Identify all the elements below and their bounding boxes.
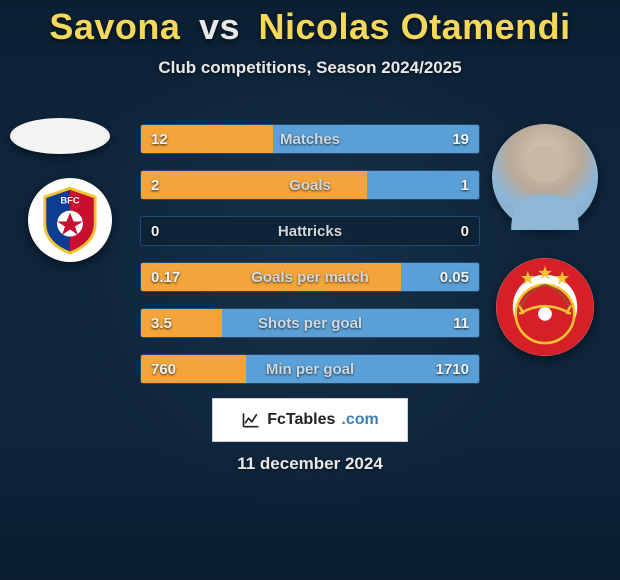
stat-fill-left: [141, 171, 367, 199]
stat-row: Hattricks0 0: [140, 216, 480, 246]
stat-fill-left: [141, 263, 401, 291]
chart-icon: [241, 410, 261, 430]
stat-fill-right: [367, 171, 479, 199]
stats-block: Matches1219 Goals21 Hattricks0 0 Goals per m…: [140, 124, 480, 400]
player-2-name: Nicolas Otamendi: [259, 6, 571, 47]
benfica-crest-icon: [502, 264, 588, 350]
svg-text:BFC: BFC: [60, 195, 79, 205]
stat-fill-left: [141, 309, 222, 337]
comparison-card: Savona vs Nicolas Otamendi Club competit…: [0, 0, 620, 580]
title-row: Savona vs Nicolas Otamendi: [0, 0, 620, 48]
stat-row: Goals per match0.170.05: [140, 262, 480, 292]
stat-fill-right: [222, 309, 479, 337]
club-1-crest: BFC: [28, 178, 112, 262]
source-badge-suffix: .com: [341, 411, 378, 429]
stat-fill-right: [273, 125, 479, 153]
source-badge-main: FcTables: [267, 411, 335, 429]
player-1-name: Savona: [49, 6, 180, 47]
stat-value-left: 0: [151, 217, 159, 245]
vs-label: vs: [199, 6, 240, 47]
player-1-avatar: [10, 118, 110, 154]
player-silhouette-icon: [492, 124, 598, 230]
source-badge: FcTables .com: [212, 398, 408, 442]
stat-value-right: 0: [461, 217, 469, 245]
stat-row: Goals21: [140, 170, 480, 200]
stat-row: Min per goal7601710: [140, 354, 480, 384]
subtitle: Club competitions, Season 2024/2025: [0, 58, 620, 78]
player-2-avatar: [492, 124, 598, 230]
date-label: 11 december 2024: [0, 454, 620, 474]
stat-fill-left: [141, 125, 273, 153]
stat-row: Matches1219: [140, 124, 480, 154]
stat-fill-right: [246, 355, 479, 383]
bologna-crest-icon: BFC: [34, 184, 106, 256]
stat-fill-right: [401, 263, 479, 291]
stat-fill-left: [141, 355, 246, 383]
club-2-crest: [496, 258, 594, 356]
stat-label: Hattricks: [141, 217, 479, 245]
stat-row: Shots per goal3.511: [140, 308, 480, 338]
